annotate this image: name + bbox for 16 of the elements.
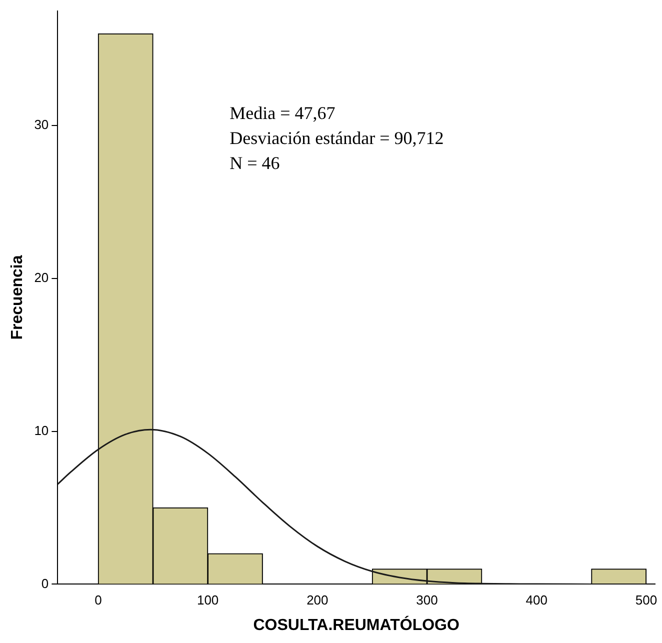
y-tick-label: 30 xyxy=(34,117,49,132)
x-tick-label: 0 xyxy=(94,592,102,608)
annotation: N = 46 xyxy=(230,152,280,173)
annotation: Desviación estándar = 90,712 xyxy=(230,128,444,148)
y-tick-label: 10 xyxy=(34,422,49,438)
x-tick-label: 400 xyxy=(526,592,548,608)
x-tick-label: 200 xyxy=(306,592,328,608)
x-tick-label: 300 xyxy=(416,592,438,608)
x-tick-label: 100 xyxy=(196,592,219,608)
y-tick-label: 0 xyxy=(41,576,49,591)
x-axis-title: COSULTA.REUMATÓLOGO xyxy=(253,614,460,634)
x-tick-label: 500 xyxy=(635,592,658,608)
y-axis-title: Frecuencia xyxy=(9,255,26,340)
y-tick-label: 20 xyxy=(34,270,49,285)
annotation: Media = 47,67 xyxy=(230,102,336,123)
line-series xyxy=(58,428,647,584)
